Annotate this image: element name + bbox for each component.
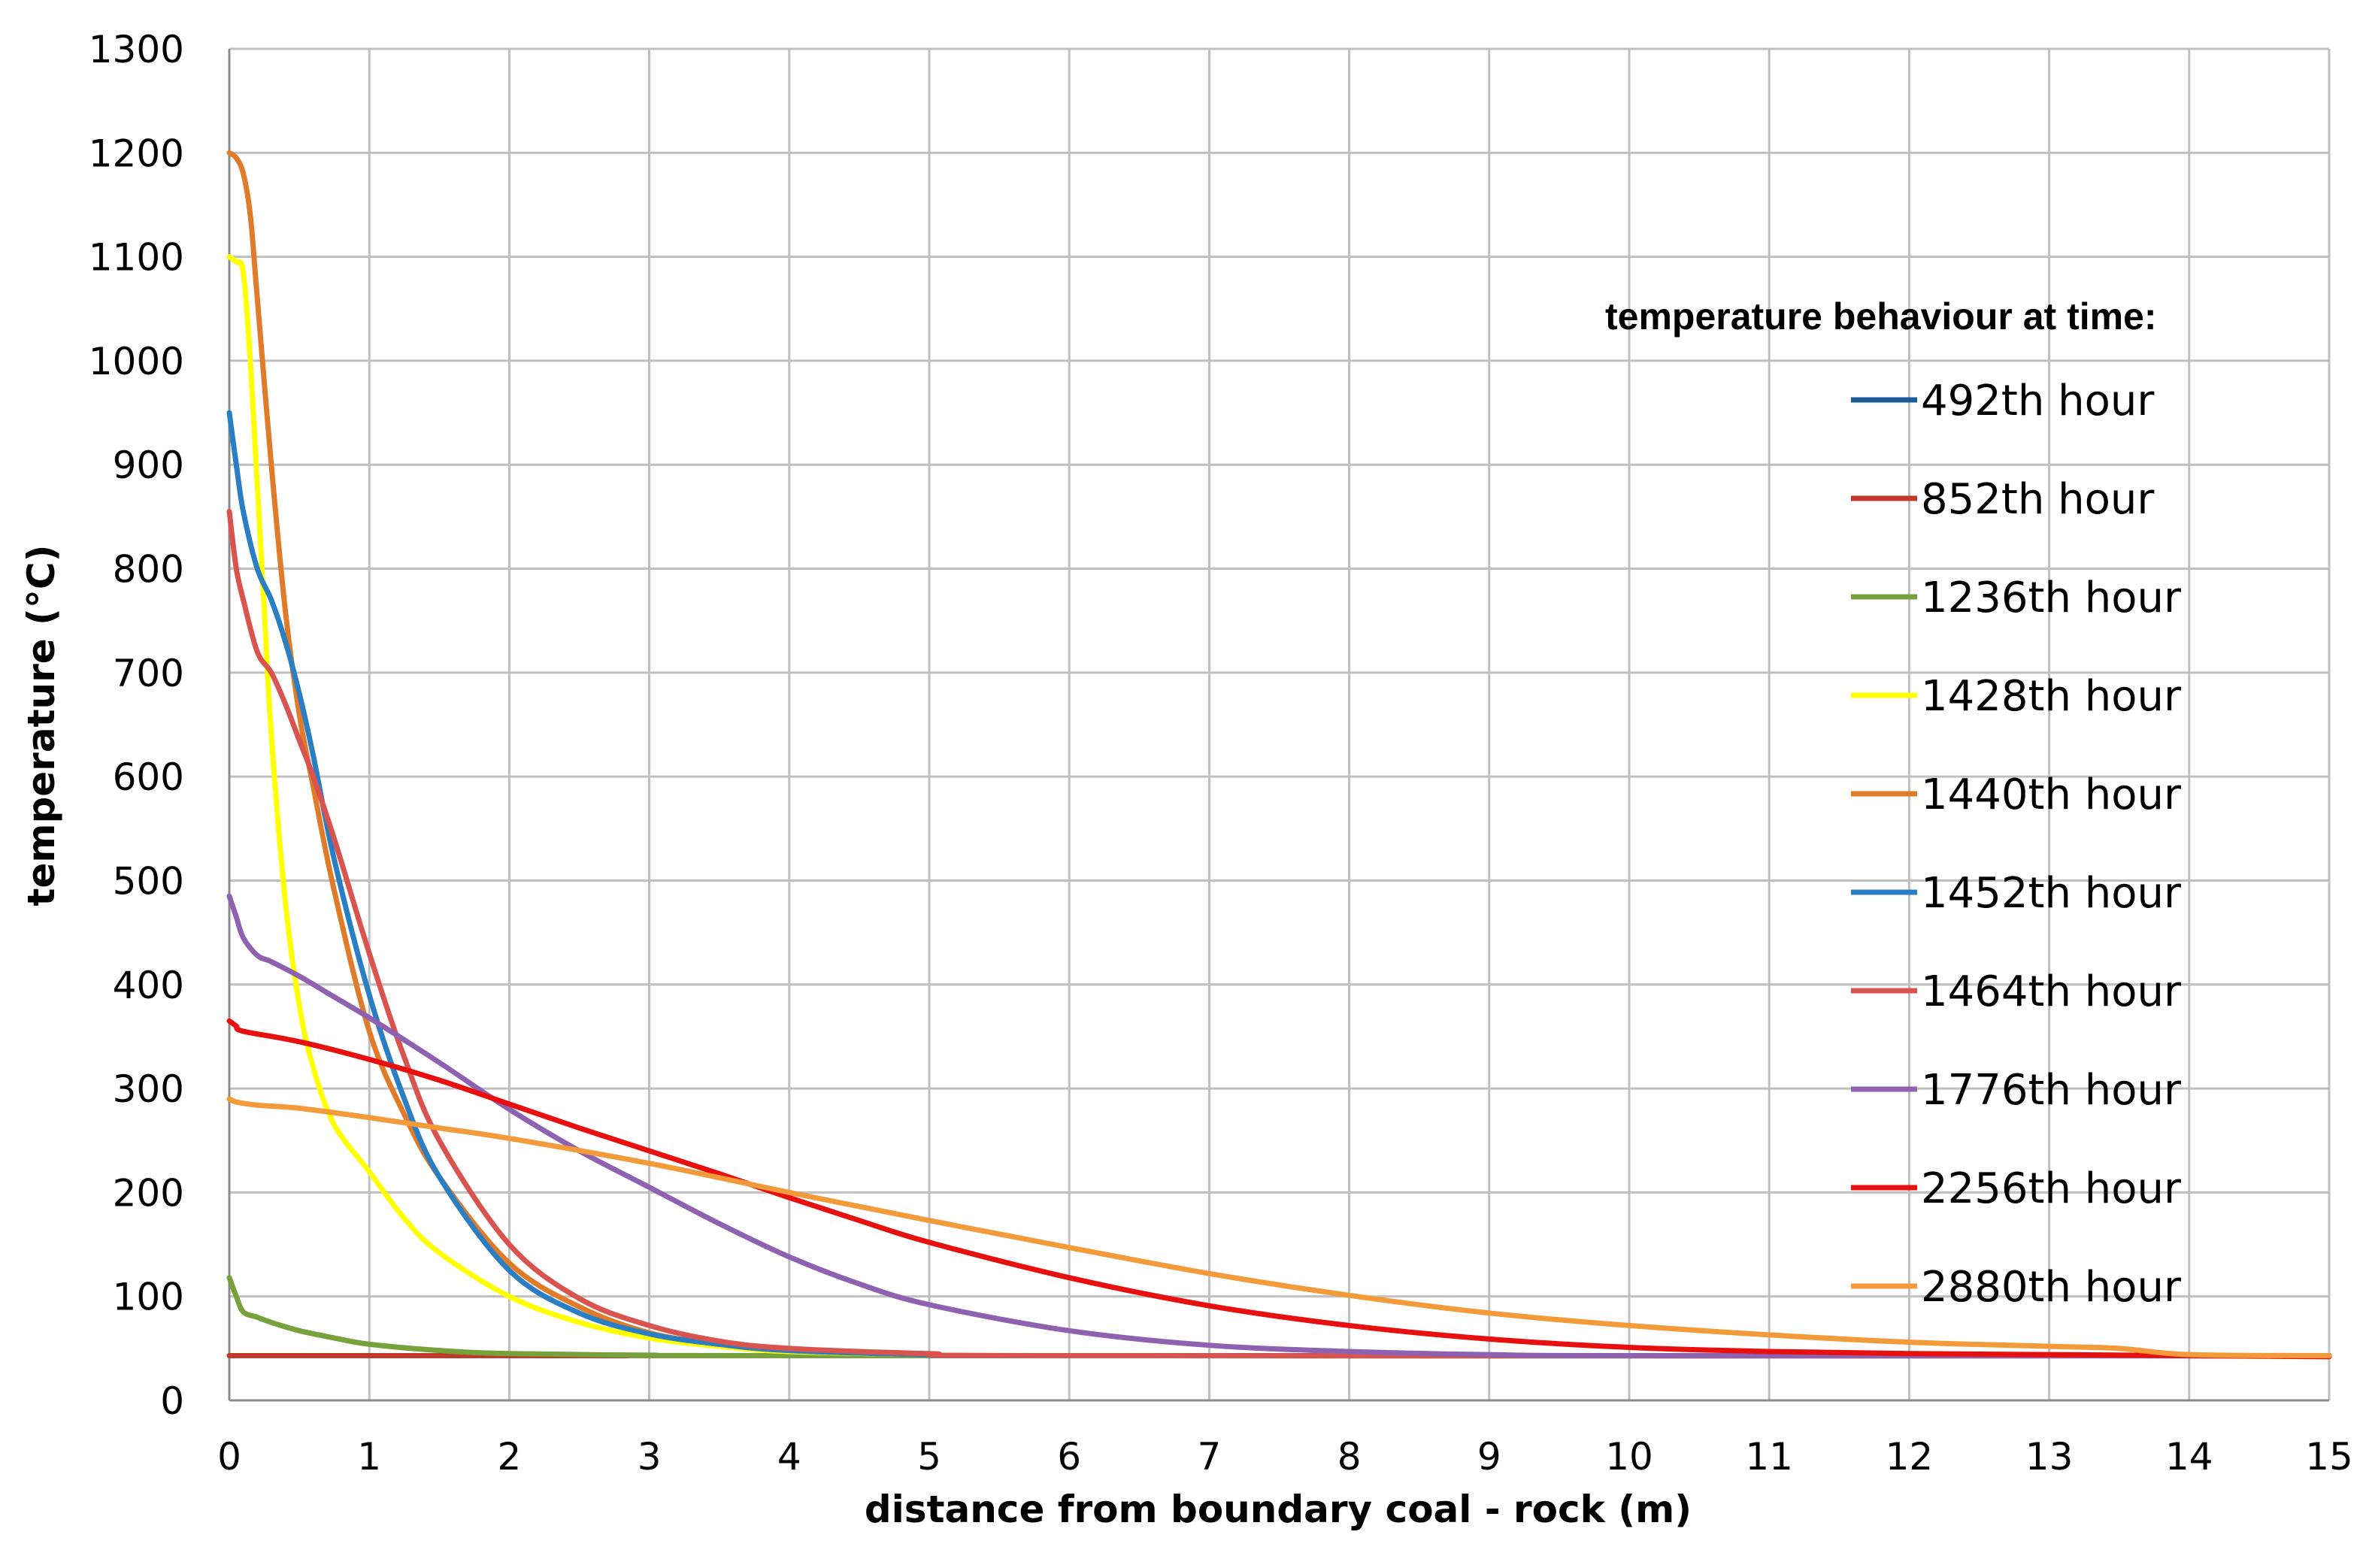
x-tick-label: 4 <box>777 1435 801 1479</box>
x-tick-label: 9 <box>1477 1435 1501 1479</box>
y-tick-label: 300 <box>113 1067 184 1111</box>
x-axis-title: distance from boundary coal - rock (m) <box>865 1488 1692 1531</box>
y-tick-label: 200 <box>113 1171 184 1215</box>
series-line-1776th-hour <box>226 893 2332 1359</box>
series-line-2256th-hour <box>226 1018 2332 1360</box>
x-tick-label: 7 <box>1197 1435 1221 1479</box>
legend-label: 852th hour <box>1921 475 2155 524</box>
x-tick-labels: 0 1 2 3 4 5 6 7 8 9 10 11 12 13 14 15 <box>217 1435 2353 1479</box>
legend-label: 1428th hour <box>1921 672 2182 721</box>
x-tick-label: 15 <box>2305 1435 2353 1479</box>
y-tick-label: 400 <box>113 964 184 1007</box>
legend-title: temperature behaviour at time: <box>1605 295 2157 338</box>
legend-label: 492th hour <box>1921 377 2155 425</box>
x-tick-label: 0 <box>217 1435 241 1479</box>
series-line-1464th-hour <box>226 508 2332 1359</box>
x-tick-label: 12 <box>1886 1435 1934 1479</box>
y-tick-labels: 0 100 200 300 400 500 600 700 800 900 1000 1100 1200… <box>89 28 184 1423</box>
y-tick-label: 1000 <box>89 340 184 383</box>
x-tick-label: 6 <box>1057 1435 1081 1479</box>
legend-label: 1440th hour <box>1921 770 2182 819</box>
y-tick-label: 0 <box>160 1379 184 1423</box>
legend: temperature behaviour at time: 492th hou… <box>1605 295 2182 1312</box>
x-tick-label: 10 <box>1605 1435 1653 1479</box>
legend-label: 1464th hour <box>1921 967 2182 1016</box>
y-tick-label: 900 <box>113 443 184 487</box>
y-tick-label: 1200 <box>89 132 184 175</box>
x-tick-label: 2 <box>497 1435 521 1479</box>
x-tick-label: 1 <box>357 1435 381 1479</box>
legend-label: 1776th hour <box>1921 1066 2182 1115</box>
y-tick-label: 100 <box>113 1276 184 1319</box>
x-tick-label: 13 <box>2025 1435 2074 1479</box>
x-tick-label: 14 <box>2165 1435 2213 1479</box>
y-tick-label: 600 <box>113 755 184 799</box>
x-tick-label: 3 <box>638 1435 662 1479</box>
x-tick-label: 8 <box>1337 1435 1362 1479</box>
y-tick-label: 1100 <box>89 236 184 280</box>
y-axis-title: temperature (°C) <box>20 545 63 907</box>
x-tick-label: 11 <box>1745 1435 1793 1479</box>
legend-label: 1236th hour <box>1921 574 2182 622</box>
y-tick-label: 800 <box>113 548 184 592</box>
y-tick-label: 700 <box>113 652 184 695</box>
legend-label: 2880th hour <box>1921 1263 2182 1312</box>
series-line-2880th-hour <box>226 1096 2332 1359</box>
plot-series <box>226 150 2332 1360</box>
legend-label: 2256th hour <box>1921 1164 2182 1213</box>
y-tick-label: 500 <box>113 859 184 903</box>
y-tick-label: 1300 <box>89 28 184 71</box>
x-tick-label: 5 <box>917 1435 941 1479</box>
legend-label: 1452th hour <box>1921 869 2182 918</box>
gridlines <box>228 47 2331 1402</box>
